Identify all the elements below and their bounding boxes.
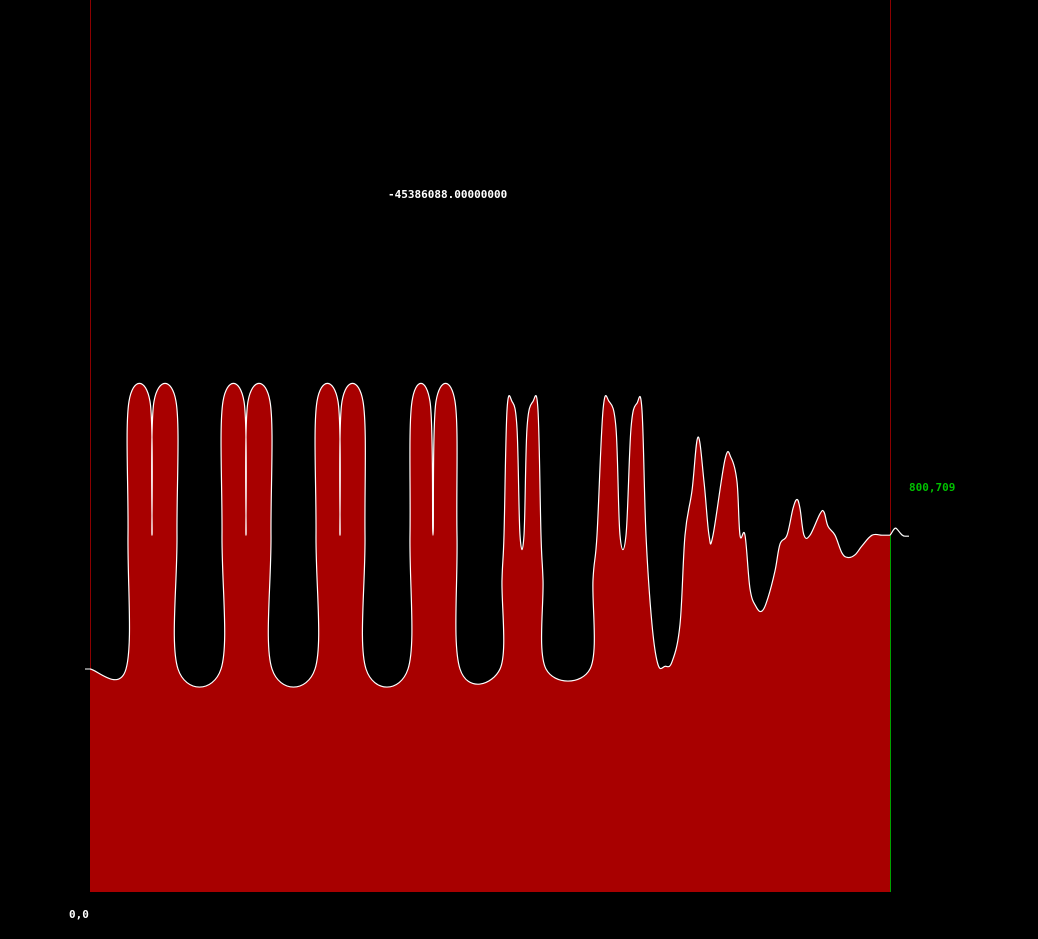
end-point-label: 800,709	[909, 481, 956, 494]
series-curve	[89, 382, 890, 688]
chart-title: -45386088.00000000	[388, 188, 508, 201]
tail-extension	[889, 527, 909, 537]
origin-label: 0,0	[69, 908, 89, 921]
area-fill	[90, 383, 890, 892]
